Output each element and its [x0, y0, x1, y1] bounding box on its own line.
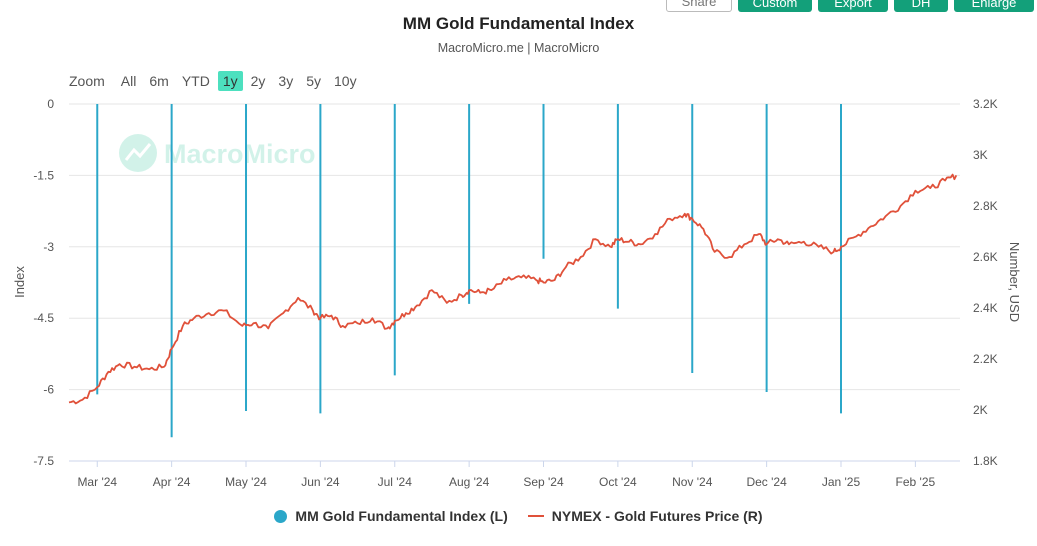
chart-legend: MM Gold Fundamental Index (L) NYMEX - Go… — [0, 508, 1037, 524]
legend-label-gold: NYMEX - Gold Futures Price (R) — [551, 508, 763, 524]
share-label: Share — [681, 0, 717, 9]
right-tick-label: 3.2K — [973, 97, 998, 111]
left-axis-title: Index — [12, 266, 27, 298]
right-tick-label: 3K — [973, 148, 988, 162]
legend-dot-icon — [274, 509, 288, 523]
x-tick-label: Jul '24 — [378, 475, 413, 489]
enlarge-button[interactable]: Enlarge — [954, 0, 1034, 12]
right-tick-label: 2.8K — [973, 199, 998, 213]
x-tick-label: Mar '24 — [77, 475, 117, 489]
x-tick-label: Dec '24 — [746, 475, 787, 489]
x-tick-label: May '24 — [225, 475, 267, 489]
zoom-range-selector: Zoom All 6m YTD 1y 2y 3y 5y 10y — [69, 71, 365, 91]
right-tick-label: 2.4K — [973, 301, 998, 315]
x-tick-label: Nov '24 — [672, 475, 713, 489]
legend-line-icon — [527, 515, 544, 517]
legend-label-index: MM Gold Fundamental Index (L) — [295, 508, 508, 524]
zoom-ytd-button[interactable]: YTD — [181, 73, 210, 89]
left-tick-label: -6 — [43, 383, 54, 397]
dh-button[interactable]: DH — [894, 0, 948, 12]
watermark-text: MacroMicro — [164, 139, 316, 169]
export-label: Export — [834, 0, 872, 10]
zoom-all-button[interactable]: All — [120, 73, 137, 89]
zoom-5y-button[interactable]: 5y — [306, 73, 321, 89]
left-tick-label: -1.5 — [33, 168, 54, 182]
enlarge-label: Enlarge — [971, 0, 1017, 10]
custom-label: Custom — [752, 0, 798, 10]
x-tick-label: Aug '24 — [449, 475, 490, 489]
left-tick-label: 0 — [47, 97, 54, 111]
right-tick-label: 2.6K — [973, 250, 998, 264]
watermark: MacroMicro — [119, 134, 316, 172]
left-tick-label: -3 — [43, 240, 54, 254]
x-tick-label: Jan '25 — [822, 475, 861, 489]
x-tick-label: Apr '24 — [153, 475, 191, 489]
zoom-label: Zoom — [69, 73, 105, 89]
x-tick-label: Sep '24 — [523, 475, 564, 489]
zoom-2y-button[interactable]: 2y — [250, 73, 266, 89]
right-axis-title: Number, USD — [1007, 242, 1022, 322]
share-button[interactable]: Share — [666, 0, 732, 12]
zoom-6m-button[interactable]: 6m — [149, 73, 169, 89]
custom-button[interactable]: Custom — [738, 0, 812, 12]
legend-item-index[interactable]: MM Gold Fundamental Index (L) — [274, 508, 508, 524]
zoom-10y-button[interactable]: 10y — [334, 73, 357, 89]
watermark-logo-icon — [119, 134, 157, 172]
left-tick-label: -7.5 — [33, 454, 54, 468]
left-tick-label: -4.5 — [33, 311, 54, 325]
right-tick-label: 2.2K — [973, 352, 998, 366]
chart-subtitle: MacroMicro.me | MacroMicro — [437, 41, 600, 55]
export-button[interactable]: Export — [818, 0, 888, 12]
x-tick-label: Feb '25 — [896, 475, 936, 489]
right-tick-label: 2K — [973, 403, 988, 417]
legend-item-gold[interactable]: NYMEX - Gold Futures Price (R) — [527, 508, 763, 524]
x-tick-label: Jun '24 — [301, 475, 340, 489]
zoom-1y-button[interactable]: 1y — [217, 71, 243, 91]
gold-price-line[interactable] — [68, 173, 958, 405]
zoom-3y-button[interactable]: 3y — [278, 73, 294, 89]
x-tick-label: Oct '24 — [599, 475, 637, 489]
dh-label: DH — [911, 0, 931, 10]
chart-title: MM Gold Fundamental Index — [402, 14, 635, 33]
right-tick-label: 1.8K — [973, 454, 998, 468]
